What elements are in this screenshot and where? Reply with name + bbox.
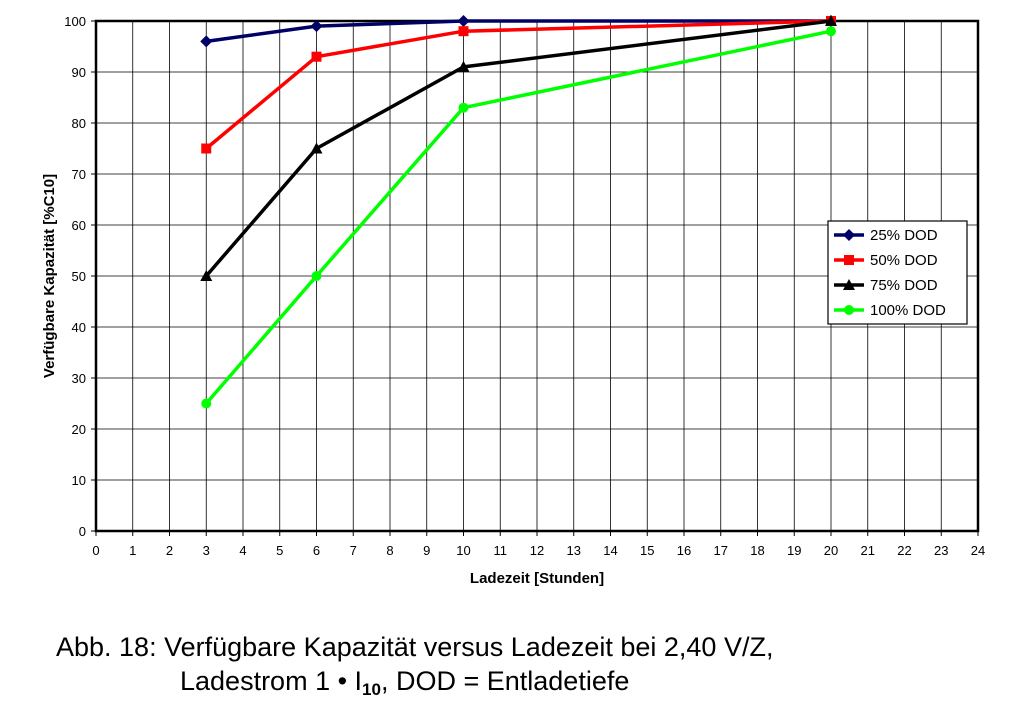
legend-marker [843,279,855,290]
x-tick-label: 0 [92,543,99,558]
data-point-75-dod [457,60,470,72]
data-point-100-dod [826,26,836,37]
x-tick-label: 15 [640,543,654,558]
legend: 25% DOD 50% DOD 75% DOD 100% DOD [827,220,968,325]
legend-marker [844,255,854,265]
data-point-100-dod [201,398,212,409]
series-line-50-dod [205,19,832,150]
caption-line-1: Abb. 18: Verfügbare Kapazität versus Lad… [56,632,774,662]
x-tick-label: 2 [166,543,173,558]
x-tick-label: 14 [603,543,617,558]
legend-label: 25% DOD [870,227,938,244]
chart: 0 1 2 3 4 5 6 7 8 9 10 11 12 13 14 15 16 17 18 19 20 21 22 23 24… [41,14,985,587]
data-point-50-dod [201,143,212,154]
legend-item: 25% DOD [834,227,938,244]
series-100-dod [201,26,836,409]
y-tick-label: 100 [64,14,86,29]
x-tick-label: 19 [787,543,801,558]
legend-item: 75% DOD [834,277,938,294]
data-point-75-dod [310,142,323,154]
data-point-25-dod [200,35,213,48]
legend-item: 100% DOD [834,302,946,319]
x-tick-label: 7 [350,543,357,558]
x-tick-label: 12 [530,543,544,558]
legend-item: 50% DOD [834,252,938,269]
data-point-100-dod [458,102,469,113]
legend-marker [844,305,854,315]
caption-line-2-subscript: 10 [362,680,381,699]
caption-line-2-prefix: Ladestrom 1 • I [180,666,363,696]
x-tick-label: 6 [313,543,320,558]
y-tick-label: 50 [72,269,86,284]
series-line-25-dod [206,19,831,44]
x-tick-label: 8 [386,543,393,558]
x-tick-label: 5 [276,543,283,558]
y-tick-label: 30 [72,371,86,386]
x-tick-label: 13 [567,543,581,558]
x-tick-label: 21 [861,543,875,558]
series-75-dod [200,15,837,281]
y-tick-label: 70 [72,167,86,182]
x-axis-title: Ladezeit [Stunden] [470,570,604,587]
x-tick-label: 1 [129,543,136,558]
x-tick-label: 9 [423,543,430,558]
series-50-dod [201,16,836,154]
legend-marker [843,229,855,241]
tick-labels: 0 1 2 3 4 5 6 7 8 9 10 11 12 13 14 15 16 17 18 19 20 21 22 23 24… [64,14,985,558]
data-point-50-dod [458,26,469,37]
caption-line-2: Ladestrom 1 • I10, DOD = Entladetiefe [56,664,773,707]
y-tick-label: 80 [72,116,86,131]
data-point-75-dod [200,270,213,281]
series-line-75-dod [204,19,832,278]
y-tick-label: 90 [72,65,86,80]
x-tick-label: 4 [239,543,246,558]
y-tick-label: 10 [72,473,86,488]
data-point-50-dod [311,51,322,62]
x-tick-label: 18 [750,543,764,558]
figure-caption: Abb. 18: Verfügbare Kapazität versus Lad… [56,630,773,707]
y-tick-label: 20 [72,422,86,437]
x-tick-label: 16 [677,543,691,558]
data-point-100-dod [311,271,322,281]
y-tick-label: 40 [72,320,86,335]
x-tick-label: 10 [456,543,470,558]
caption-line-2-suffix: , DOD = Entladetiefe [380,666,630,696]
series-line-100-dod [204,29,832,405]
x-tick-label: 11 [494,543,508,558]
x-tick-label: 17 [714,543,728,558]
x-tick-label: 20 [824,543,838,558]
data-point-75-dod [825,15,837,26]
y-axis-title: Verfügbare Kapazität [%C10] [41,174,58,378]
data-point-25-dod [457,15,470,27]
y-tick-label: 60 [72,218,86,233]
series-layer [200,15,837,409]
data-point-25-dod [310,20,323,33]
legend-label: 75% DOD [870,277,938,294]
legend-label: 100% DOD [870,302,946,319]
x-tick-label: 3 [203,543,210,558]
legend-label: 50% DOD [870,252,938,269]
x-tick-label: 23 [934,543,948,558]
x-tick-label: 24 [971,543,985,558]
y-tick-label: 0 [79,524,86,539]
x-tick-label: 22 [897,543,911,558]
